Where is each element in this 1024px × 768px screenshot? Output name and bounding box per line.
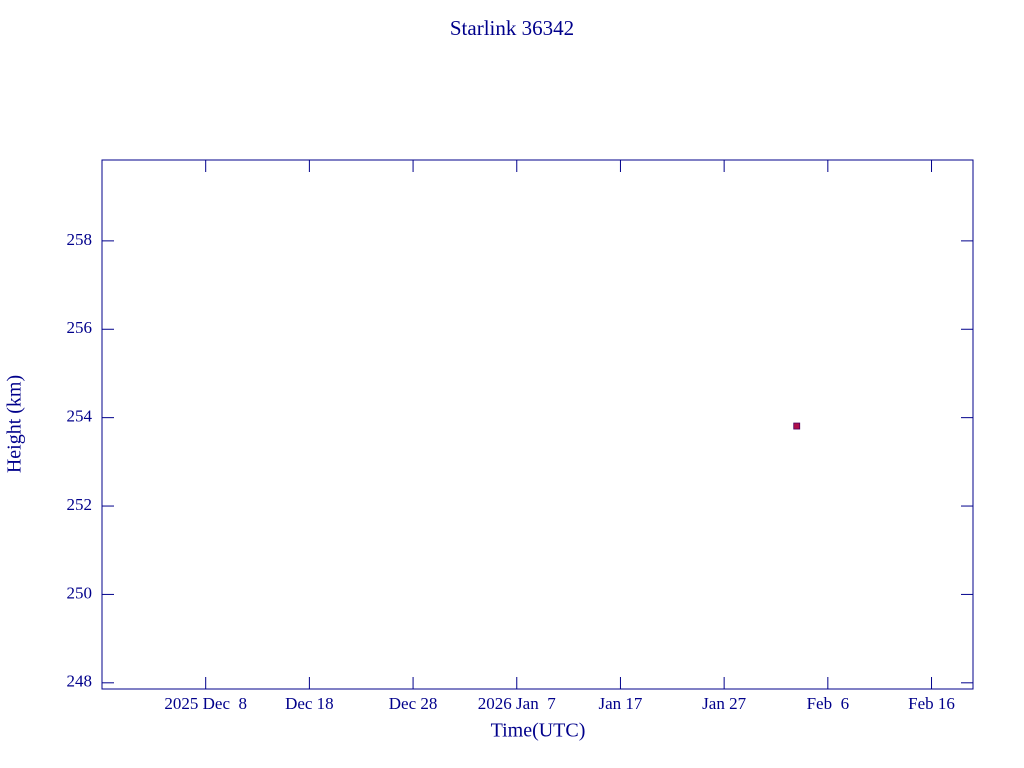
y-axis-label: Height (km) xyxy=(4,375,26,473)
y-tick-label: 256 xyxy=(67,318,93,337)
x-tick-label: Jan 27 xyxy=(702,694,746,713)
plot-frame xyxy=(101,159,974,690)
x-tick-label: Dec 18 xyxy=(285,694,334,713)
y-tick-label: 254 xyxy=(67,407,93,426)
x-tick-label: 2026 Jan 7 xyxy=(478,694,556,713)
y-tick-label: 250 xyxy=(67,583,93,602)
x-tick-label: Feb 16 xyxy=(908,694,955,713)
data-point xyxy=(793,422,801,430)
chart-title: Starlink 36342 xyxy=(450,16,574,40)
y-tick-label: 258 xyxy=(67,230,93,249)
y-tick-label: 248 xyxy=(67,672,93,691)
y-tick-label: 252 xyxy=(67,495,93,514)
x-axis-label: Time(UTC) xyxy=(491,720,586,742)
x-tick-label: Feb 6 xyxy=(807,694,850,713)
x-tick-label: Dec 28 xyxy=(389,694,438,713)
x-tick-label: Jan 17 xyxy=(598,694,642,713)
x-tick-label: 2025 Dec 8 xyxy=(164,694,247,713)
